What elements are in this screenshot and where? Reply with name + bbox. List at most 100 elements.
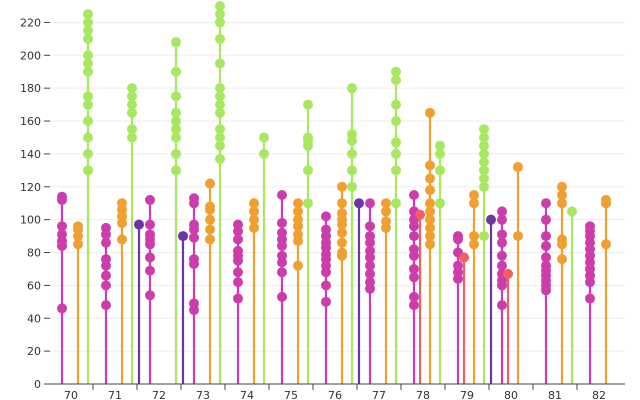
data-point [215,132,225,143]
x-tick-label: 80 [504,389,518,400]
data-point [435,165,445,176]
y-tick-label: 180 [20,82,41,95]
data-point [321,296,331,307]
data-point [57,221,67,232]
data-point [321,211,331,222]
data-point [541,252,551,263]
stem-group-magenta [497,206,507,384]
x-tick-label: 78 [416,389,430,400]
data-point [381,216,391,227]
data-point [435,198,445,209]
data-point [365,198,375,209]
data-point [205,234,215,245]
stem-group-orange [337,181,347,384]
data-point [57,191,67,202]
x-tick-label: 81 [548,389,562,400]
data-point [337,247,347,258]
data-point [127,83,137,94]
x-tick-label: 73 [196,389,210,400]
data-point [293,260,303,271]
data-point [557,254,567,265]
data-point [101,270,111,281]
data-point [101,222,111,233]
y-tick-label: 60 [27,279,41,292]
data-point [409,300,419,311]
stem-group-green [479,124,489,384]
y-tick-label: 80 [27,247,41,260]
data-point [541,231,551,242]
data-point [83,148,93,159]
data-point [321,280,331,291]
data-point [145,252,155,263]
stem-group-green [215,1,225,384]
data-point [391,137,401,148]
data-point [215,58,225,69]
data-point [425,222,435,233]
data-point [101,280,111,291]
data-point [117,198,127,209]
data-point [347,129,357,140]
data-point [171,132,181,143]
data-point [145,219,155,230]
data-point [391,198,401,209]
data-point [409,263,419,274]
stem-group-orange [425,107,435,384]
data-point [409,244,419,255]
data-point [233,234,243,245]
data-point [127,107,137,118]
data-point [391,165,401,176]
data-point [479,165,489,176]
y-tick-label: 220 [20,16,41,29]
stem-group-magenta [145,194,155,384]
data-series [57,1,611,384]
data-point [83,132,93,143]
data-point [541,240,551,251]
data-point [189,254,199,265]
data-point [541,260,551,271]
data-point [391,74,401,85]
data-point [127,99,137,110]
data-point [425,160,435,171]
stem-group-green [435,140,445,384]
data-point [453,231,463,242]
data-point [415,209,425,220]
data-point [83,91,93,102]
stem-group-green [567,206,577,384]
data-point [479,132,489,143]
data-point [83,9,93,20]
data-point [557,190,567,200]
data-point [469,231,479,242]
data-point [479,148,489,159]
data-point [171,66,181,77]
data-point [101,254,111,265]
data-point [171,124,181,135]
data-point [601,239,611,250]
data-point [83,17,93,28]
data-point [409,291,419,302]
data-point [215,107,225,118]
data-point [189,232,199,243]
data-point [259,132,269,143]
data-point [293,206,303,217]
data-point [233,277,243,288]
data-point [171,116,181,127]
data-point [83,66,93,77]
data-point [215,9,225,20]
data-point [215,1,225,11]
data-point [425,239,435,250]
data-point [277,190,287,200]
stem-group-coral [459,252,469,384]
data-point [585,221,595,232]
data-point [425,173,435,184]
x-tick-label: 79 [460,389,474,400]
data-point [391,99,401,110]
data-point [171,148,181,159]
data-point [83,58,93,69]
data-point [479,157,489,168]
stem-group-purple [178,231,188,384]
y-tick-label: 200 [20,49,41,62]
stem-group-orange [469,190,479,384]
data-point [557,234,567,245]
data-point [83,33,93,44]
stem-group-orange [205,178,215,384]
